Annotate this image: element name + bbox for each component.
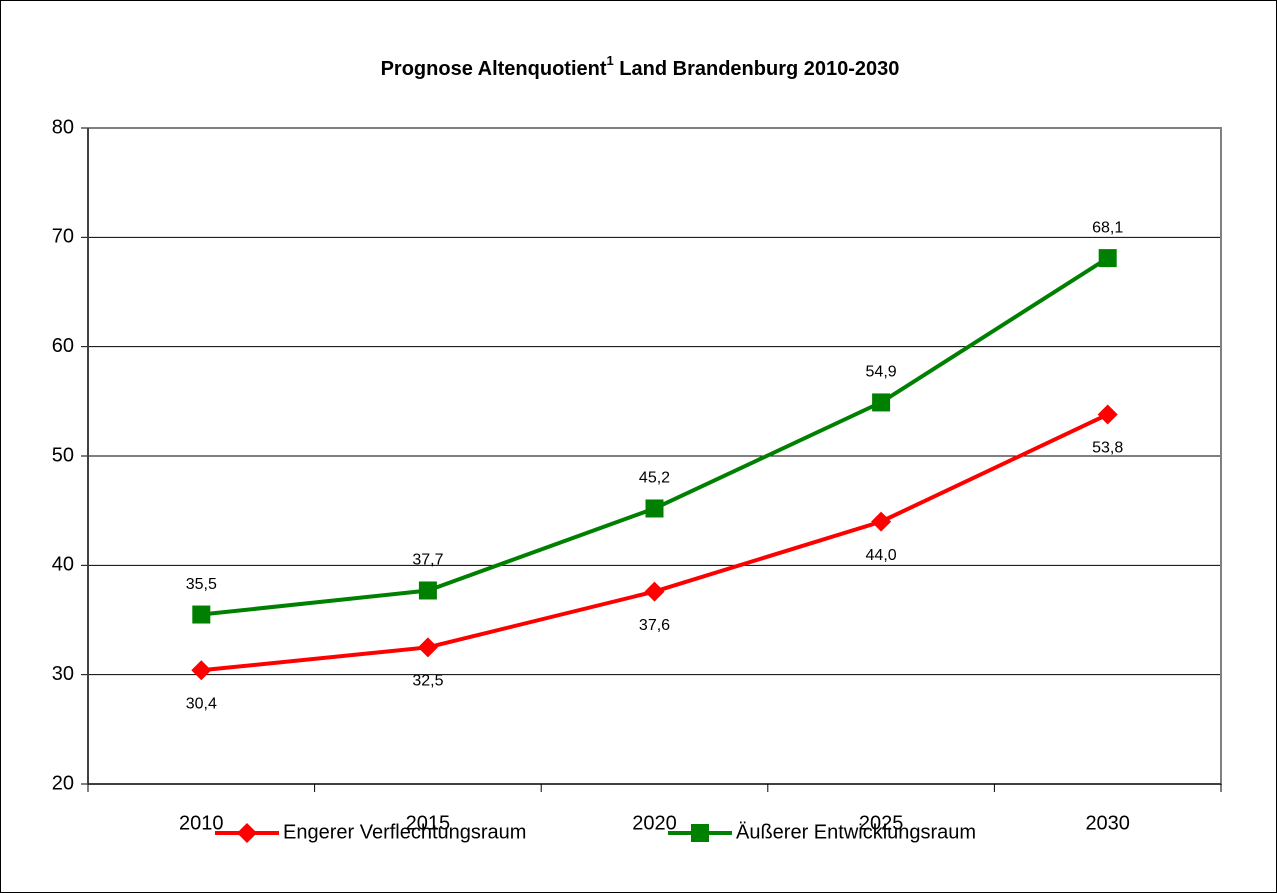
y-tick-label: 50 [52,444,74,466]
data-label: 35,5 [186,576,217,593]
legend-label: Äußerer Entwicklungsraum [736,821,976,843]
data-label: 53,8 [1092,440,1123,457]
data-label: 68,1 [1092,219,1123,236]
legend-marker [237,823,257,843]
x-tick-label: 2020 [632,812,677,834]
marker [417,637,438,658]
x-tick-label: 2030 [1085,812,1130,834]
y-tick-label: 70 [52,226,74,248]
y-tick-label: 40 [52,554,74,576]
x-tick-label: 2010 [179,812,224,834]
legend-marker [691,824,709,842]
data-label: 37,7 [412,552,443,569]
data-label: 32,5 [412,673,443,690]
x-tick-label: 2025 [859,812,904,834]
marker [1098,249,1117,268]
marker [644,581,665,602]
data-label: 54,9 [866,364,897,381]
y-tick-label: 30 [52,663,74,685]
marker [191,660,212,681]
x-tick-label: 2015 [406,812,451,834]
marker [192,605,211,624]
marker [645,499,664,518]
marker [871,511,892,532]
y-tick-label: 80 [52,116,74,138]
data-label: 30,4 [186,696,217,713]
legend-label: Engerer Verflechtungsraum [283,821,526,843]
chart-title: Prognose Altenquotient1 Land Brandenburg… [381,53,900,80]
data-label: 37,6 [639,617,670,634]
marker [1097,404,1118,425]
y-tick-label: 60 [52,335,74,357]
data-label: 44,0 [866,547,897,564]
marker [872,393,891,412]
y-tick-label: 20 [52,772,74,794]
marker [418,581,437,600]
data-label: 45,2 [639,470,670,487]
